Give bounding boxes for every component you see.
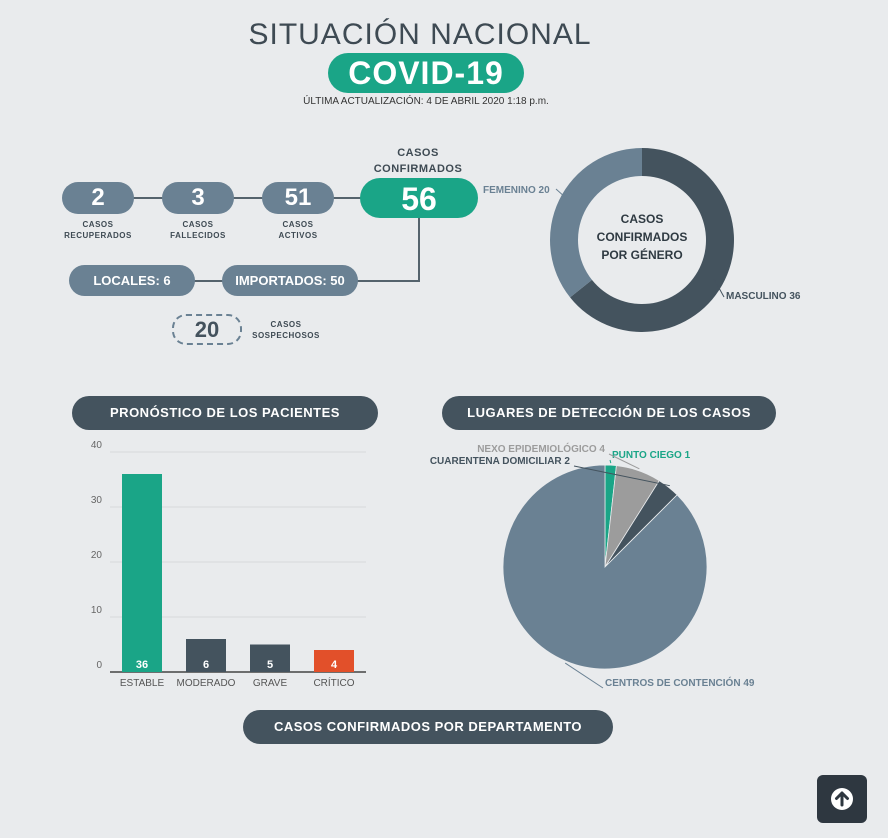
- x-category-label: MODERADO: [177, 678, 236, 689]
- fallecidos-label: CASOS FALLECIDOS: [170, 220, 226, 240]
- pronostico-bar-chart: 0 10 20 30 40 36 ESTABLE 6 MODERADO 5 GRAVE 4 CRÍTIC…: [91, 440, 366, 689]
- confirmados-label: CASOS CONFIRMADOS: [373, 147, 463, 175]
- bar-moderado: [186, 639, 226, 672]
- recuperados-value: 2: [62, 182, 134, 214]
- bar-value-label: 36: [136, 659, 148, 671]
- pie-slice: [502, 464, 708, 670]
- bar-value-label: 5: [267, 659, 273, 671]
- y-tick-label: 10: [91, 605, 103, 616]
- recuperados-label: CASOS RECUPERADOS: [64, 220, 132, 240]
- pie-label: CUARENTENA DOMICILIAR 2: [430, 456, 571, 467]
- pie-label: NEXO EPIDEMIOLÓGICO 4: [477, 442, 605, 455]
- bar-estable: [122, 474, 162, 672]
- covid-badge: COVID-19: [328, 53, 524, 93]
- lugares-pie-chart: PUNTO CIEGO 1 NEXO EPIDEMIOLÓGICO 4CUAREN…: [430, 442, 755, 689]
- pie-label: CENTROS DE CONTENCIÓN 49: [605, 676, 755, 689]
- y-tick-label: 40: [91, 440, 103, 451]
- lugares-section-header: LUGARES DE DETECCIÓN DE LOS CASOS: [442, 396, 776, 430]
- locales-pill: LOCALES: 6: [69, 265, 195, 296]
- confirmados-value: 56: [360, 178, 478, 218]
- pie-label: PUNTO CIEGO 1: [612, 450, 691, 461]
- pie-leader-line: [608, 453, 640, 470]
- importados-pill: IMPORTADOS: 50: [222, 265, 358, 296]
- arrow-up-circle-icon: [831, 788, 853, 810]
- masculino-label: MASCULINO 36: [726, 291, 801, 302]
- y-tick-label: 30: [91, 495, 103, 506]
- femenino-label: FEMENINO 20: [483, 185, 550, 196]
- bar-value-label: 6: [203, 659, 209, 671]
- x-category-label: CRÍTICO: [313, 676, 354, 689]
- last-update-text: ÚLTIMA ACTUALIZACIÓN: 4 DE ABRIL 2020 1:…: [303, 96, 549, 107]
- activos-label: CASOS ACTIVOS: [278, 220, 318, 240]
- fallecidos-value: 3: [162, 182, 234, 214]
- bar-crítico: [314, 650, 354, 672]
- x-category-label: GRAVE: [253, 678, 288, 689]
- sospechosos-label: CASOS SOSPECHOSOS: [252, 320, 320, 340]
- donut-center-label: CASOS CONFIRMADOS POR GÉNERO: [596, 212, 688, 262]
- donut-slice-femenino: [550, 148, 642, 298]
- x-category-label: ESTABLE: [120, 678, 165, 689]
- connector-line: [418, 216, 420, 282]
- donut-slice-masculino: [570, 148, 734, 332]
- y-tick-label: 20: [91, 550, 103, 561]
- page-title: SITUACIÓN NACIONAL: [248, 18, 592, 51]
- pie-leader-line: [609, 459, 612, 464]
- connector-line: [130, 197, 362, 199]
- sospechosos-value: 20: [172, 314, 242, 345]
- departamento-section-header: CASOS CONFIRMADOS POR DEPARTAMENTO: [243, 710, 613, 744]
- activos-value: 51: [262, 182, 334, 214]
- gender-donut-chart: [550, 148, 734, 332]
- pronostico-section-header: PRONÓSTICO DE LOS PACIENTES: [72, 396, 378, 430]
- pie-leader-line: [564, 662, 604, 689]
- pie-leader-line: [573, 465, 670, 487]
- y-tick-label: 0: [96, 660, 102, 671]
- bar-grave: [250, 644, 290, 672]
- scroll-top-button[interactable]: [817, 775, 867, 823]
- bar-value-label: 4: [331, 659, 338, 671]
